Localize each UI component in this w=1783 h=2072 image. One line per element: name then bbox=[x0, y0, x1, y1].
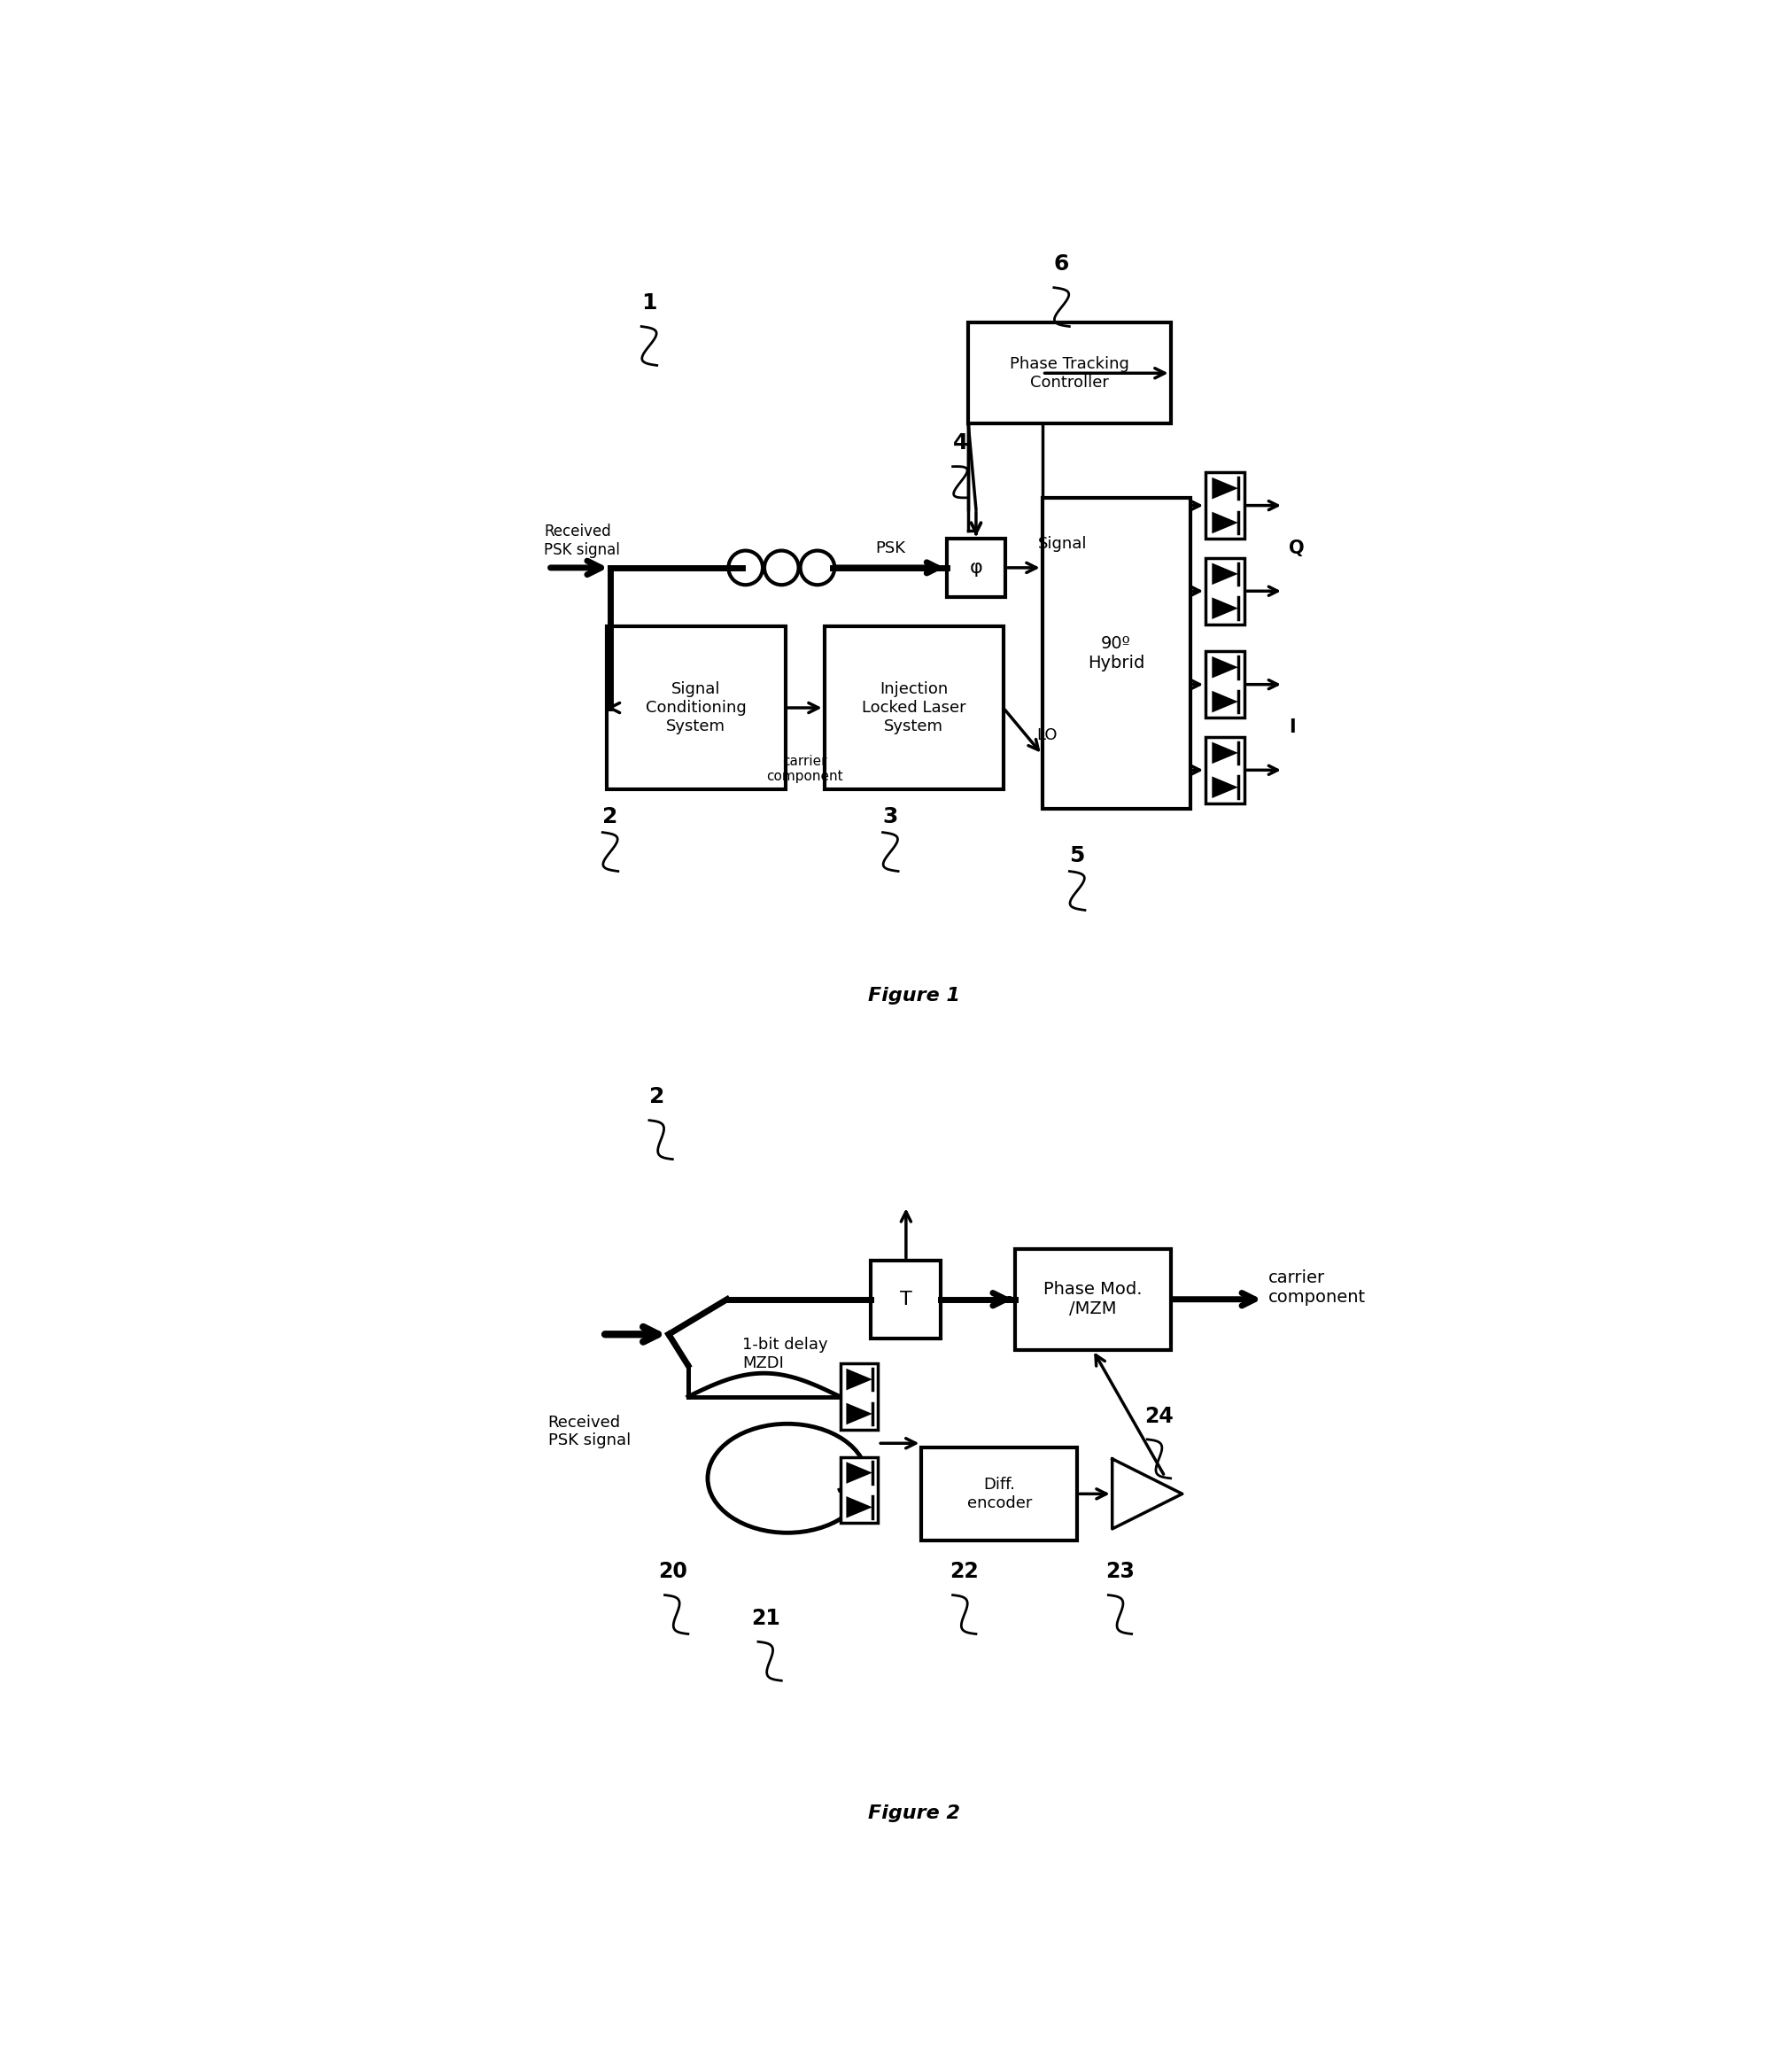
Text: φ: φ bbox=[970, 559, 982, 576]
Text: 6: 6 bbox=[1054, 253, 1070, 276]
Text: 5: 5 bbox=[1070, 845, 1084, 866]
Text: T: T bbox=[900, 1291, 913, 1307]
Text: 2: 2 bbox=[649, 1086, 665, 1109]
Bar bbox=[1015, 1249, 1171, 1349]
Bar bbox=[1043, 497, 1189, 808]
Text: Phase Mod.
/MZM: Phase Mod. /MZM bbox=[1043, 1280, 1143, 1318]
Text: carrier
component: carrier component bbox=[1268, 1270, 1366, 1305]
Bar bbox=[824, 626, 1004, 789]
Text: 2: 2 bbox=[603, 806, 619, 827]
Polygon shape bbox=[1212, 477, 1237, 499]
Text: 23: 23 bbox=[1105, 1560, 1134, 1583]
Bar bbox=[1205, 738, 1245, 804]
Bar bbox=[947, 539, 1006, 597]
Polygon shape bbox=[847, 1463, 872, 1484]
Text: Diff.
encoder: Diff. encoder bbox=[966, 1477, 1032, 1510]
Text: LO: LO bbox=[1038, 727, 1057, 744]
Text: Phase Tracking
Controller: Phase Tracking Controller bbox=[1009, 356, 1129, 390]
Bar bbox=[606, 626, 785, 789]
Polygon shape bbox=[1212, 564, 1237, 584]
Bar bbox=[922, 1446, 1077, 1542]
Text: 21: 21 bbox=[751, 1608, 781, 1629]
Polygon shape bbox=[1212, 777, 1237, 798]
Bar bbox=[840, 1457, 877, 1523]
Text: Received
PSK signal: Received PSK signal bbox=[544, 524, 620, 557]
Ellipse shape bbox=[708, 1423, 867, 1533]
Polygon shape bbox=[847, 1496, 872, 1519]
Polygon shape bbox=[1212, 597, 1237, 620]
Polygon shape bbox=[1113, 1459, 1182, 1529]
Bar bbox=[1205, 557, 1245, 624]
Text: Figure 1: Figure 1 bbox=[868, 986, 959, 1005]
Text: Signal
Conditioning
System: Signal Conditioning System bbox=[645, 682, 747, 733]
Text: 22: 22 bbox=[950, 1560, 979, 1583]
Polygon shape bbox=[1212, 657, 1237, 678]
Bar bbox=[870, 1260, 941, 1339]
Text: 4: 4 bbox=[952, 433, 968, 454]
Text: 24: 24 bbox=[1145, 1405, 1173, 1428]
Polygon shape bbox=[1212, 690, 1237, 713]
Text: carrier
component: carrier component bbox=[767, 754, 843, 783]
Text: 20: 20 bbox=[658, 1560, 686, 1583]
Text: 1-bit delay
MZDI: 1-bit delay MZDI bbox=[742, 1336, 827, 1372]
Polygon shape bbox=[847, 1368, 872, 1390]
Bar bbox=[968, 323, 1171, 425]
Text: 3: 3 bbox=[883, 806, 899, 827]
Bar bbox=[1205, 651, 1245, 717]
Text: PSK: PSK bbox=[875, 541, 906, 555]
Bar bbox=[840, 1363, 877, 1430]
Polygon shape bbox=[847, 1403, 872, 1426]
Text: Q: Q bbox=[1289, 539, 1305, 557]
Bar bbox=[1205, 472, 1245, 539]
Polygon shape bbox=[1212, 512, 1237, 535]
Text: I: I bbox=[1289, 719, 1296, 736]
Text: 90º
Hybrid: 90º Hybrid bbox=[1088, 636, 1145, 671]
Text: 1: 1 bbox=[642, 292, 656, 313]
Text: Injection
Locked Laser
System: Injection Locked Laser System bbox=[861, 682, 966, 733]
Text: Received
PSK signal: Received PSK signal bbox=[547, 1415, 631, 1448]
Polygon shape bbox=[1212, 742, 1237, 765]
Text: Figure 2: Figure 2 bbox=[868, 1805, 959, 1821]
Text: Signal: Signal bbox=[1038, 537, 1088, 551]
